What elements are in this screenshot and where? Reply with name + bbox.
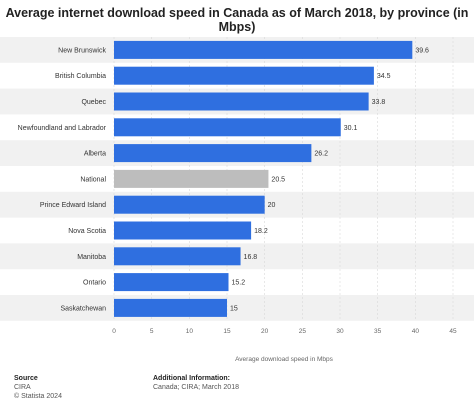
x-tick-label: 0 — [112, 328, 116, 335]
x-tick-label: 5 — [150, 328, 154, 335]
value-label: 34.5 — [377, 73, 391, 80]
category-label: Alberta — [84, 151, 106, 158]
copyright-line: © Statista 2024 — [14, 393, 62, 400]
bar — [114, 144, 312, 163]
x-tick-labels: 0 5 10 15 20 25 30 35 40 45 — [112, 328, 457, 335]
category-label: Ontario — [83, 280, 106, 287]
category-label: Prince Edward Island — [40, 202, 106, 209]
source-line: CIRA — [14, 384, 31, 391]
bar — [114, 66, 374, 85]
value-label: 16.8 — [244, 254, 258, 261]
x-tick-label: 40 — [412, 328, 420, 335]
bar — [114, 169, 269, 188]
value-label: 15 — [230, 305, 238, 312]
value-label: 39.6 — [415, 47, 429, 54]
category-label: Manitoba — [77, 254, 106, 261]
bar — [114, 92, 369, 111]
x-tick-label: 35 — [374, 328, 382, 335]
category-label: Nova Scotia — [68, 228, 106, 235]
x-tick-label: 10 — [186, 328, 194, 335]
value-label: 30.1 — [344, 125, 358, 132]
category-label: New Brunswick — [58, 47, 106, 54]
value-labels: 39.6 34.5 33.8 30.1 26.2 20.5 20 18.2 16.8 15.2 15 — [230, 47, 429, 312]
category-label: Quebec — [81, 99, 106, 106]
category-labels: New Brunswick British Columbia Quebec Newfo… — [18, 47, 107, 312]
bar — [114, 221, 252, 240]
chart-title: Average internet download speed in Canad… — [5, 6, 469, 34]
bar — [114, 247, 241, 266]
x-tick-label: 20 — [261, 328, 269, 335]
x-tick-label: 25 — [299, 328, 307, 335]
additional-info-line: Canada; CIRA; March 2018 — [153, 384, 239, 391]
value-label: 20.5 — [271, 176, 285, 183]
x-tick-label: 15 — [223, 328, 231, 335]
bar — [114, 40, 413, 59]
category-label: Newfoundland and Labrador — [18, 125, 107, 132]
source-heading: Source — [14, 375, 38, 382]
category-label: British Columbia — [55, 73, 106, 80]
bar — [114, 118, 341, 137]
source-block: Source CIRA © Statista 2024 — [14, 374, 62, 401]
bar — [114, 195, 265, 214]
additional-info-heading: Additional Information: — [153, 375, 230, 382]
category-label: Saskatchewan — [60, 305, 106, 312]
x-tick-label: 30 — [336, 328, 344, 335]
value-label: 33.8 — [372, 99, 386, 106]
x-tick-label: 45 — [449, 328, 457, 335]
additional-info-block: Additional Information: Canada; CIRA; Ma… — [153, 374, 239, 392]
bars — [114, 40, 413, 317]
value-label: 26.2 — [314, 151, 328, 158]
row-band — [0, 295, 474, 321]
bar — [114, 298, 227, 317]
value-label: 18.2 — [254, 228, 268, 235]
category-label: National — [80, 176, 106, 183]
value-label: 20 — [268, 202, 276, 209]
bar — [114, 273, 229, 292]
value-label: 15.2 — [232, 280, 246, 287]
x-axis-label: Average download speed in Mbps — [235, 356, 334, 363]
